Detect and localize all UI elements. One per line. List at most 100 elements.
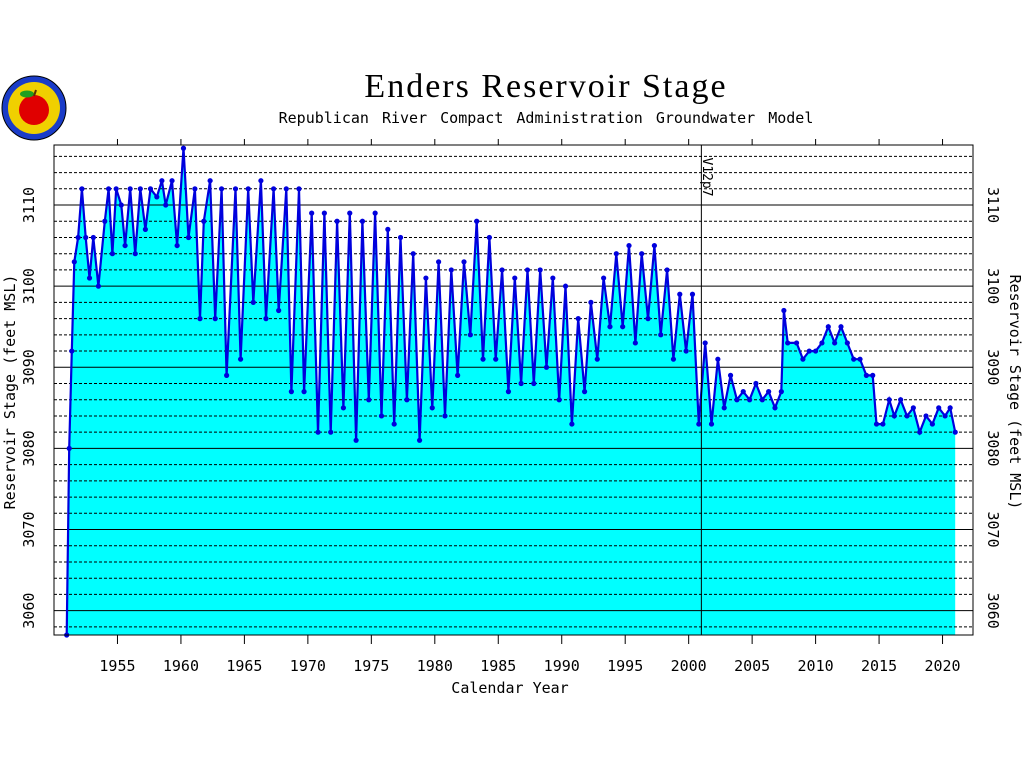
y-tick-label-right: 3070 <box>984 511 1002 547</box>
data-point <box>410 251 416 257</box>
data-point <box>276 307 282 314</box>
data-point <box>353 437 359 443</box>
data-point <box>870 372 876 378</box>
data-point <box>118 202 124 208</box>
chart-subtitle: Republican River Compact Administration … <box>279 109 814 127</box>
data-point <box>283 186 289 192</box>
data-point <box>588 299 594 305</box>
data-point <box>436 259 442 265</box>
x-tick-label: 1985 <box>480 657 516 675</box>
data-point <box>321 210 327 216</box>
data-point <box>715 356 721 362</box>
data-point <box>90 234 96 241</box>
data-point <box>581 389 588 395</box>
data-point <box>372 210 378 216</box>
logo <box>1 75 67 141</box>
x-tick-label: 2005 <box>734 657 770 675</box>
x-tick-label: 2020 <box>924 657 960 675</box>
data-point <box>113 186 119 192</box>
data-point <box>448 267 454 273</box>
data-point <box>851 356 857 362</box>
data-point <box>423 275 429 281</box>
data-point <box>838 324 844 330</box>
data-point <box>639 251 645 257</box>
data-point <box>397 234 404 241</box>
data-point <box>727 372 734 378</box>
y-tick-label-right: 3060 <box>984 593 1002 629</box>
data-point <box>873 421 880 427</box>
data-point <box>237 356 244 362</box>
data-point <box>154 194 160 200</box>
data-point <box>512 275 518 281</box>
data-point <box>180 145 187 151</box>
chart-title: Enders Reservoir Stage <box>364 68 727 105</box>
data-point <box>185 234 192 241</box>
data-point <box>224 372 230 378</box>
data-point <box>832 340 838 346</box>
data-point <box>301 389 307 395</box>
data-point <box>258 178 264 184</box>
x-tick-label: 2015 <box>861 657 897 675</box>
data-point <box>886 397 892 403</box>
data-point <box>793 340 800 346</box>
data-point <box>174 242 180 249</box>
data-point <box>664 267 670 273</box>
data-point <box>531 380 537 387</box>
data-point <box>813 348 819 354</box>
data-point <box>917 429 923 435</box>
data-point <box>819 340 825 346</box>
data-point <box>102 218 108 224</box>
data-point <box>898 397 904 403</box>
data-point <box>952 429 958 435</box>
data-point <box>442 413 448 419</box>
data-point <box>645 316 651 322</box>
data-point <box>781 307 787 314</box>
data-point <box>806 348 812 354</box>
data-point <box>677 291 683 297</box>
data-point <box>288 389 294 395</box>
data-point <box>315 429 321 435</box>
data-point <box>759 397 765 403</box>
data-point <box>474 218 480 224</box>
data-point <box>163 202 169 208</box>
data-point <box>575 316 581 322</box>
data-point <box>766 389 772 395</box>
data-point <box>122 242 128 249</box>
y-tick-label-right: 3110 <box>984 187 1002 223</box>
x-tick-label: 1955 <box>99 657 135 675</box>
data-point <box>461 259 467 265</box>
data-point <box>891 413 897 419</box>
data-point <box>296 186 302 192</box>
x-tick-label: 1975 <box>353 657 389 675</box>
data-point <box>746 397 753 403</box>
data-point <box>366 397 372 403</box>
data-point <box>825 324 831 330</box>
data-point <box>207 178 213 184</box>
data-point <box>132 251 138 257</box>
data-point <box>800 356 806 362</box>
data-point <box>658 332 664 338</box>
data-point <box>147 186 154 192</box>
data-point <box>218 186 225 192</box>
y-tick-label: 3100 <box>20 268 38 304</box>
annotation-text: V12p7 <box>699 157 714 196</box>
data-point <box>493 356 499 362</box>
data-point <box>524 267 531 273</box>
data-point <box>753 380 759 387</box>
x-tick-label: 1995 <box>607 657 643 675</box>
data-point <box>86 275 93 281</box>
data-point <box>708 421 715 427</box>
data-point <box>385 226 391 232</box>
data-point <box>340 405 347 411</box>
data-point <box>942 413 948 419</box>
data-point <box>543 364 550 370</box>
data-point <box>880 421 886 427</box>
data-point <box>721 405 727 411</box>
data-point <box>142 226 148 232</box>
data-point <box>404 397 410 403</box>
data-point <box>569 421 575 427</box>
data-point <box>947 405 953 411</box>
y-axis-label-right: Reservoir Stage (feet MSL) <box>1006 275 1024 510</box>
data-point <box>429 405 435 411</box>
